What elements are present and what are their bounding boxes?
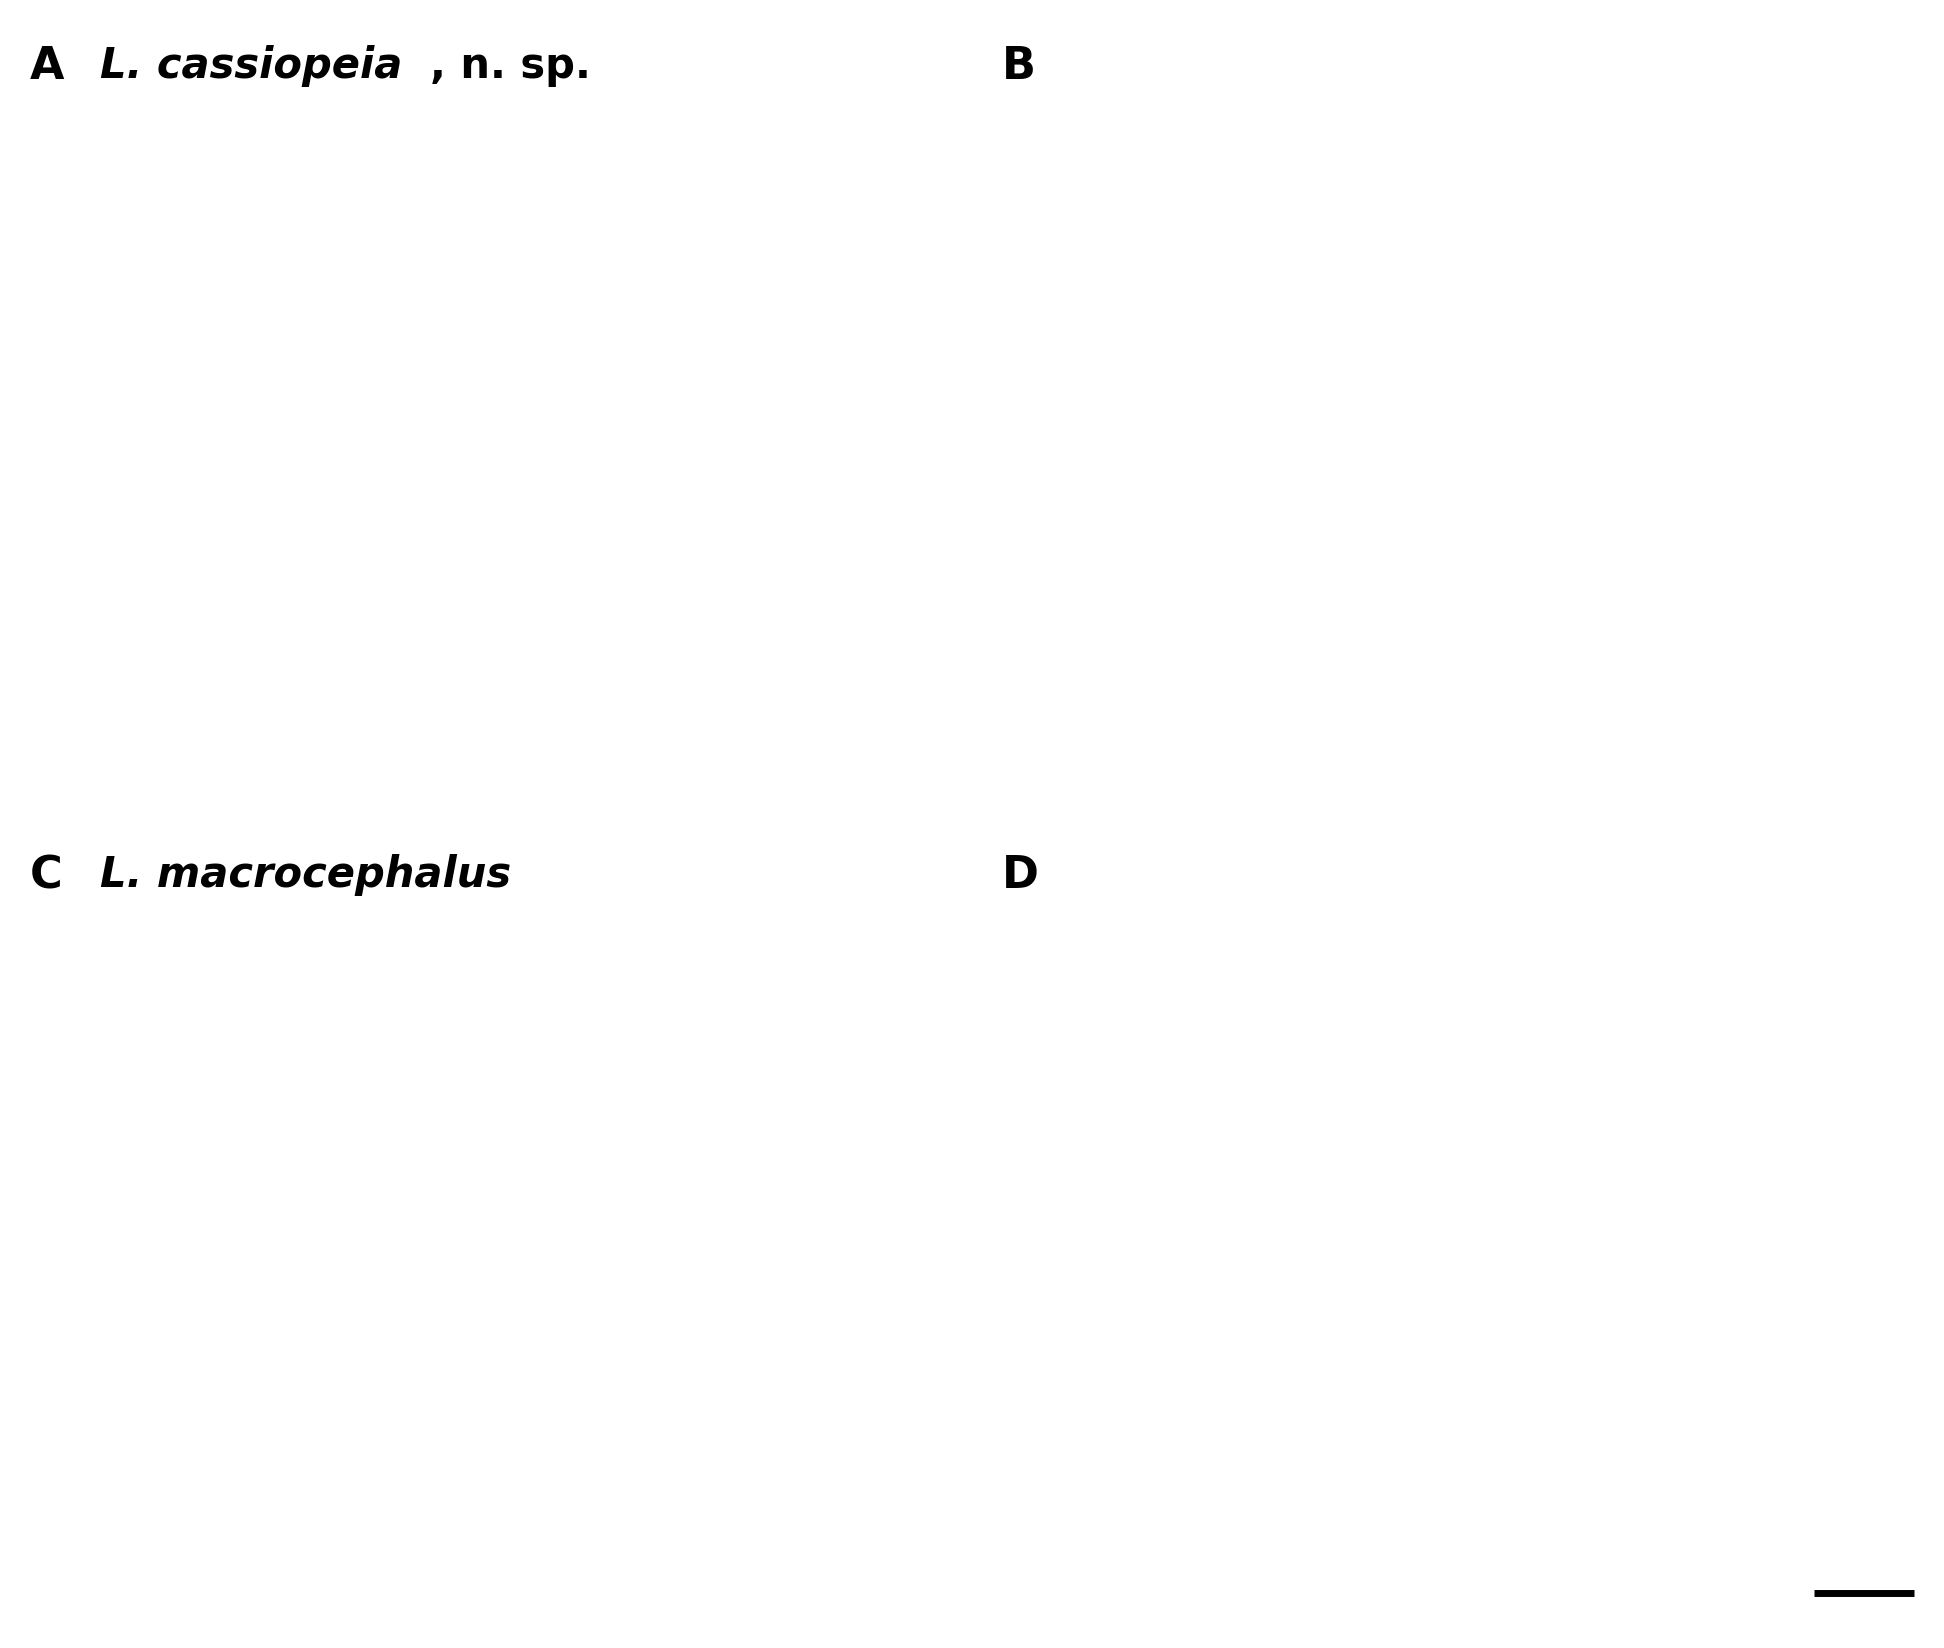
Text: B: B — [1001, 44, 1036, 87]
Text: D: D — [1001, 854, 1038, 897]
Text: , n. sp.: , n. sp. — [430, 44, 591, 87]
Text: L. cassiopeia: L. cassiopeia — [99, 44, 402, 87]
Text: L. macrocephalus: L. macrocephalus — [99, 854, 511, 897]
Text: A: A — [29, 44, 64, 87]
Text: C: C — [29, 854, 62, 897]
